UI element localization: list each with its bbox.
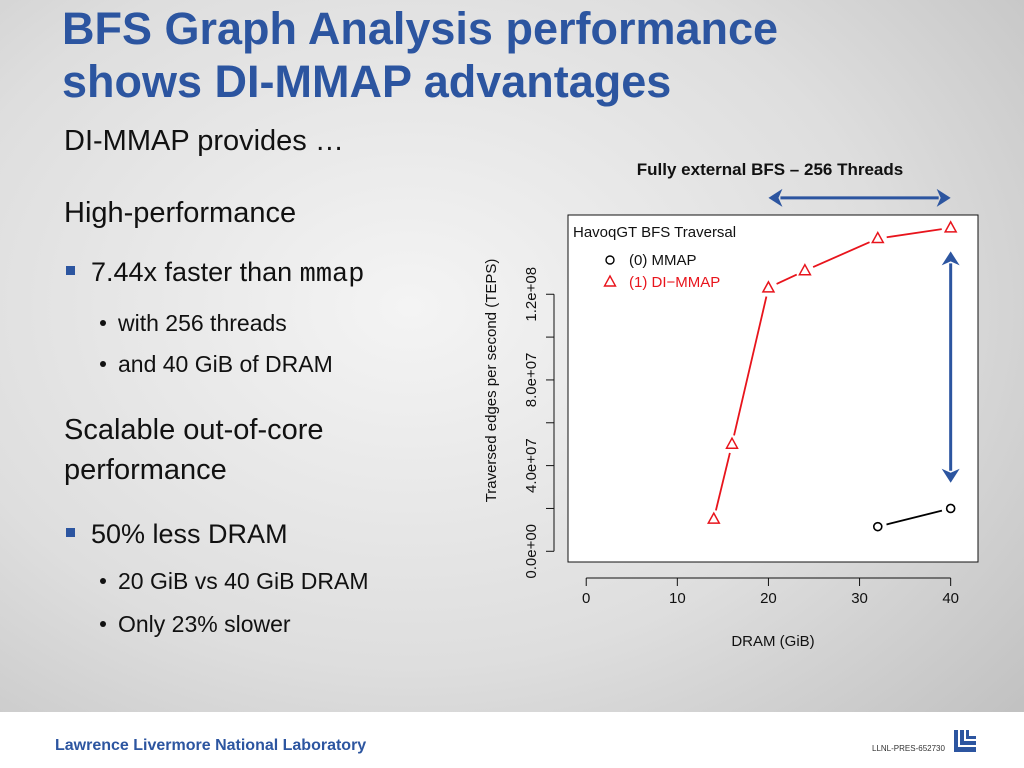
- legend-triangle-marker: [603, 274, 617, 287]
- bullet-faster-text: 7.44x faster than: [91, 257, 300, 287]
- bfs-chart: 0 10 20 30 40 DRAM (GiB) 0.0e+00 4.0e+07 8.0e+07…: [483, 188, 979, 650]
- sub-bullet-dram-compare-text: 20 GiB vs 40 GiB DRAM: [118, 568, 369, 594]
- section-heading-scalable-line1: Scalable out-of-core: [64, 414, 324, 446]
- sub-bullet-slower: Only 23% slower: [100, 611, 291, 638]
- square-bullet-icon: [66, 528, 75, 538]
- plot-area: [567, 214, 979, 563]
- bullet-faster-code: mmap: [299, 260, 365, 290]
- y-tick-label: 1.2e+08: [523, 267, 540, 322]
- bullet-less-dram: 50% less DRAM: [66, 519, 288, 550]
- data-point-mmap: [945, 503, 956, 514]
- series-line-segment: [715, 452, 731, 511]
- llnl-logo-icon: [954, 730, 976, 752]
- presentation-id: LLNL-PRES-652730: [872, 744, 945, 753]
- square-bullet-icon: [66, 266, 75, 276]
- data-point-di-mmap: [761, 280, 776, 293]
- series-line-segment: [776, 273, 798, 285]
- arrow-head-right: [936, 188, 951, 207]
- footer-bar: [0, 712, 1024, 768]
- section-heading-scalable-line2: performance: [64, 454, 227, 486]
- data-point-di-mmap: [707, 511, 721, 524]
- x-tick-label: 40: [942, 590, 959, 607]
- subtitle: DI-MMAP provides …: [64, 125, 344, 157]
- legend-entry: (1) DI−MMAP: [629, 274, 720, 291]
- sub-bullet-threads-text: with 256 threads: [118, 310, 287, 336]
- x-tick-label: 30: [851, 590, 868, 607]
- dot-bullet-icon: [100, 360, 106, 367]
- x-tick-label: 0: [582, 590, 590, 607]
- arrow-head-up: [941, 251, 960, 266]
- data-point-di-mmap: [798, 263, 812, 276]
- sub-bullet-dram-compare: 20 GiB vs 40 GiB DRAM: [100, 568, 369, 595]
- data-point-di-mmap: [725, 436, 739, 449]
- legend-entry: (0) MMAP: [629, 252, 697, 269]
- series-line-segment: [886, 228, 942, 239]
- section-heading-scalable: Scalable out-of-core performance: [64, 410, 324, 490]
- x-axis-label: DRAM (GiB): [731, 633, 814, 650]
- legend-circle-marker: [605, 255, 615, 265]
- series-line-segment: [886, 509, 943, 526]
- data-point-di-mmap: [871, 231, 885, 244]
- title-line-1: BFS Graph Analysis performance: [62, 3, 779, 54]
- sub-bullet-dram: and 40 GiB of DRAM: [100, 351, 333, 378]
- y-tick-label: 8.0e+07: [523, 353, 540, 408]
- bullet-less-dram-text: 50% less DRAM: [91, 519, 288, 549]
- sub-bullet-dram-text: and 40 GiB of DRAM: [118, 351, 333, 377]
- y-axis-label: Traversed edges per second (TEPS): [483, 259, 500, 503]
- data-point-di-mmap: [943, 220, 958, 233]
- series-line-segment: [733, 296, 768, 436]
- chart-title: Fully external BFS – 256 Threads: [636, 160, 904, 179]
- dot-bullet-icon: [100, 620, 106, 627]
- series-line-segment: [812, 241, 870, 268]
- x-tick-label: 20: [760, 590, 777, 607]
- dot-bullet-icon: [100, 319, 106, 326]
- section-heading-performance: High-performance: [64, 197, 297, 229]
- y-tick-label: 0.0e+00: [523, 524, 540, 579]
- sub-bullet-slower-text: Only 23% slower: [118, 611, 291, 637]
- x-tick-label: 10: [669, 590, 686, 607]
- dot-bullet-icon: [100, 577, 106, 584]
- lab-name: Lawrence Livermore National Laboratory: [55, 737, 367, 754]
- legend-title: HavoqGT BFS Traversal: [573, 224, 736, 241]
- arrow-head-down: [941, 468, 960, 483]
- arrow-head-left: [768, 188, 783, 207]
- title-line-2: shows DI-MMAP advantages: [62, 56, 672, 107]
- bullet-faster: 7.44x faster than mmap: [66, 257, 364, 290]
- y-tick-label: 4.0e+07: [523, 438, 540, 493]
- slide-title: BFS Graph Analysis performance shows DI-…: [62, 2, 778, 108]
- data-point-mmap: [872, 521, 883, 532]
- sub-bullet-threads: with 256 threads: [100, 310, 287, 337]
